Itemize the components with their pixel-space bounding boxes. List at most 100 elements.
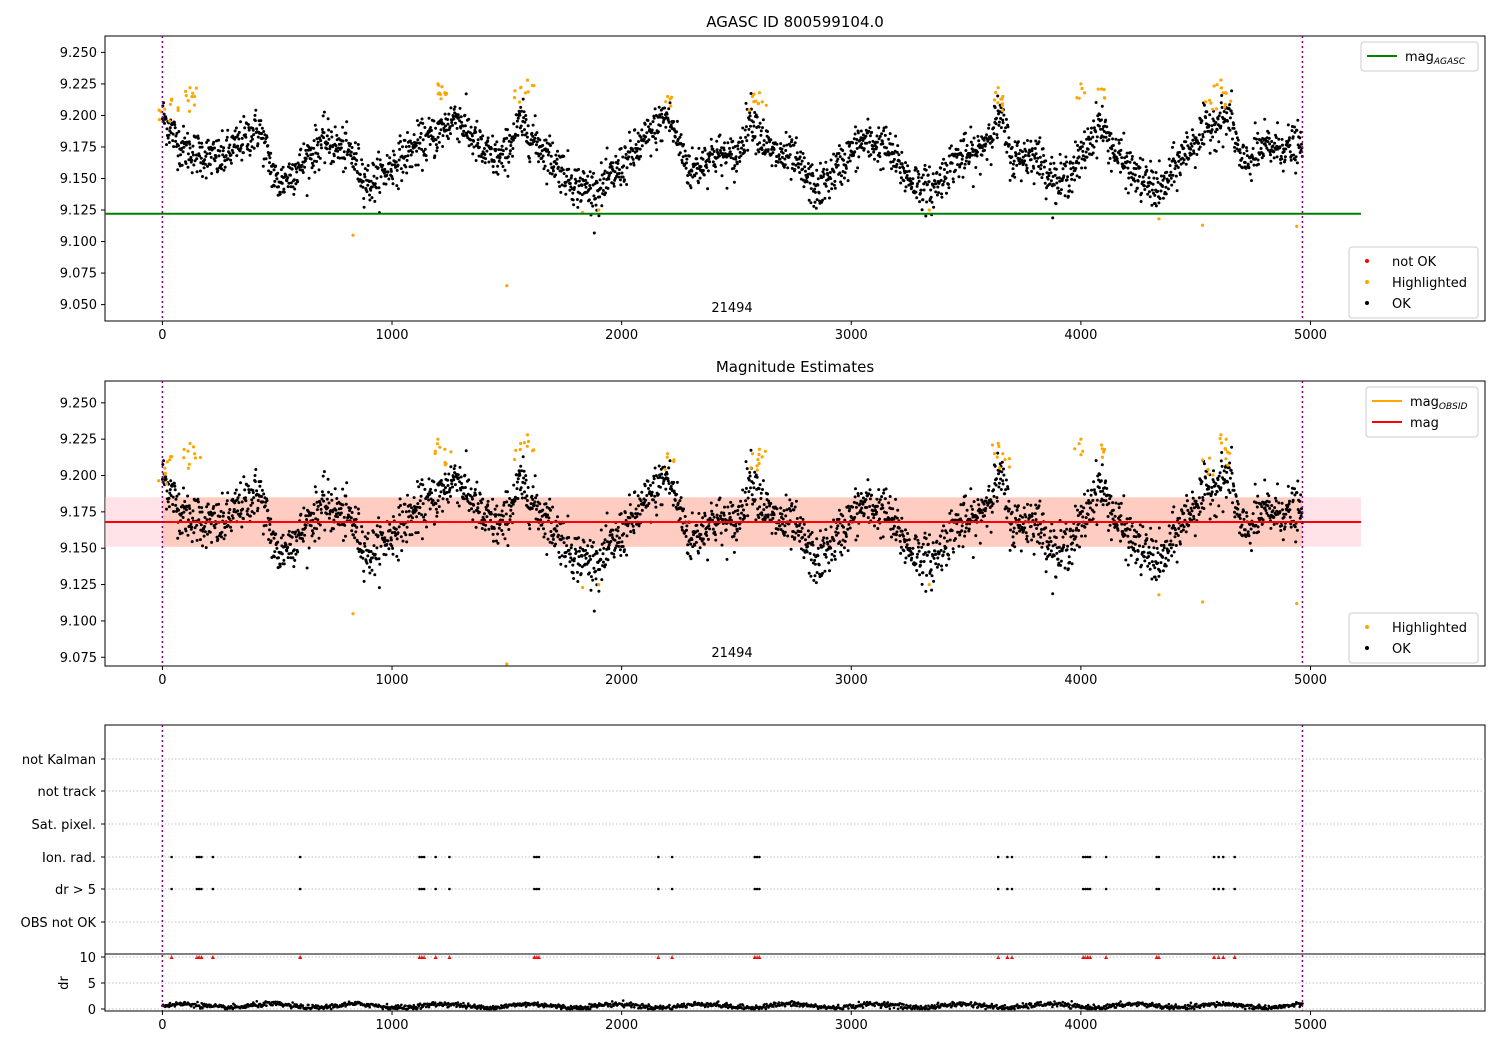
ok-point xyxy=(924,164,927,167)
ok-point xyxy=(633,128,636,131)
ok-point xyxy=(947,557,950,560)
ok-point xyxy=(460,115,463,118)
ok-point xyxy=(699,533,702,536)
ok-point xyxy=(491,498,494,501)
ok-point xyxy=(449,132,452,135)
ok-point xyxy=(489,153,492,156)
ok-point xyxy=(266,136,269,139)
ok-point xyxy=(429,126,432,129)
ok-point xyxy=(418,506,421,509)
ok-point xyxy=(663,107,666,110)
ok-point xyxy=(323,111,326,114)
ok-point xyxy=(391,547,394,550)
ok-point xyxy=(1185,131,1188,134)
ok-point xyxy=(832,153,835,156)
ok-point xyxy=(362,180,365,183)
ok-point xyxy=(1260,141,1263,144)
ok-point xyxy=(621,172,624,175)
ok-point xyxy=(725,528,728,531)
ok-point xyxy=(825,185,828,188)
ok-point xyxy=(486,503,489,506)
ok-point xyxy=(969,487,972,490)
ok-point xyxy=(381,164,384,167)
highlighted-point xyxy=(177,106,180,109)
ok-point xyxy=(291,536,294,539)
ok-point xyxy=(368,194,371,197)
ok-point xyxy=(1279,145,1282,148)
ok-point xyxy=(911,182,914,185)
ok-point xyxy=(759,497,762,500)
ok-point xyxy=(374,182,377,185)
ok-point xyxy=(424,148,427,151)
ok-point xyxy=(963,535,966,538)
ok-point xyxy=(177,509,180,512)
ok-point xyxy=(905,185,908,188)
ok-point xyxy=(860,142,863,145)
ok-point xyxy=(1233,127,1236,130)
ok-point xyxy=(745,487,748,490)
ok-point xyxy=(654,137,657,140)
ok-point xyxy=(1048,168,1051,171)
ok-point xyxy=(1078,155,1081,158)
ok-point xyxy=(699,546,702,549)
ok-point xyxy=(715,504,718,507)
ok-point xyxy=(362,550,365,553)
ok-point xyxy=(306,154,309,157)
ok-point xyxy=(249,515,252,518)
ok-point xyxy=(781,148,784,151)
ok-point xyxy=(519,465,522,468)
ok-point xyxy=(896,144,899,147)
ok-point xyxy=(390,170,393,173)
ok-point xyxy=(783,166,786,169)
ok-point xyxy=(961,524,964,527)
ok-point xyxy=(644,499,647,502)
ok-point xyxy=(490,513,493,516)
ok-point xyxy=(1111,137,1114,140)
ok-point xyxy=(472,504,475,507)
ok-point xyxy=(484,161,487,164)
ok-point xyxy=(935,553,938,556)
ok-point xyxy=(438,505,441,508)
ok-point xyxy=(628,131,631,134)
ok-point xyxy=(973,137,976,140)
ok-point xyxy=(899,552,902,555)
ok-point xyxy=(421,483,424,486)
ok-point xyxy=(399,504,402,507)
ok-point xyxy=(343,150,346,153)
ok-point xyxy=(1095,157,1098,160)
ok-point xyxy=(802,152,805,155)
ok-point xyxy=(229,159,232,162)
ok-point xyxy=(585,186,588,189)
ok-point xyxy=(826,537,829,540)
ok-point xyxy=(565,544,568,547)
ok-point xyxy=(248,129,251,132)
ok-point xyxy=(493,527,496,530)
ok-point xyxy=(647,125,650,128)
ok-point xyxy=(564,565,567,568)
ok-point xyxy=(435,138,438,141)
ok-point xyxy=(317,141,320,144)
p1-plot-xtick-label: 2000 xyxy=(605,328,638,343)
ok-point xyxy=(264,140,267,143)
ok-point xyxy=(328,517,331,520)
ok-point xyxy=(733,181,736,184)
ok-point xyxy=(901,530,904,533)
ok-point xyxy=(835,527,838,530)
ok-point xyxy=(386,154,389,157)
ok-point xyxy=(607,558,610,561)
ok-point xyxy=(711,153,714,156)
ok-point xyxy=(745,102,748,105)
ok-point xyxy=(929,189,932,192)
ok-point xyxy=(408,510,411,513)
ok-point xyxy=(747,128,750,131)
ok-point xyxy=(816,571,819,574)
ok-point xyxy=(520,110,523,113)
ok-point xyxy=(563,541,566,544)
ok-point xyxy=(962,545,965,548)
ok-point xyxy=(788,135,791,138)
ok-point xyxy=(779,142,782,145)
ok-point xyxy=(556,158,559,161)
ok-point xyxy=(687,182,690,185)
ok-point xyxy=(494,508,497,511)
ok-point xyxy=(616,529,619,532)
